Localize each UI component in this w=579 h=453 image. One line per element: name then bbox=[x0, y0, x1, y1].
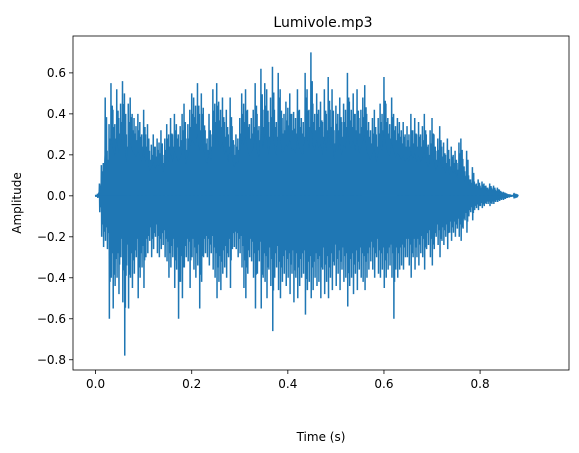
y-tick-label: −0.8 bbox=[37, 353, 66, 367]
y-tick-label: 0.0 bbox=[47, 189, 66, 203]
y-tick-label: 0.2 bbox=[47, 148, 66, 162]
x-axis-label: Time (s) bbox=[296, 430, 346, 444]
series-layer bbox=[94, 52, 519, 356]
x-tick-label: 0.4 bbox=[278, 377, 297, 391]
plot-frame bbox=[72, 35, 570, 371]
x-tick-label: 0.0 bbox=[86, 377, 105, 391]
x-axis-ticks: 0.0 0.2 0.4 0.6 0.8 bbox=[86, 370, 490, 391]
y-tick-label: −0.2 bbox=[37, 230, 66, 244]
x-tick-label: 0.8 bbox=[471, 377, 490, 391]
y-axis-ticks: −0.8 −0.6 −0.4 −0.2 0.0 0.2 0.4 0.6 bbox=[37, 66, 73, 367]
y-axis-label: Amplitude bbox=[10, 172, 24, 234]
x-tick-label: 0.6 bbox=[374, 377, 393, 391]
chart-title: Lumivole.mp3 bbox=[273, 15, 372, 31]
y-tick-label: 0.6 bbox=[47, 66, 66, 80]
y-tick-label: −0.4 bbox=[37, 271, 66, 285]
x-tick-label: 0.2 bbox=[182, 377, 201, 391]
waveform-core-fill bbox=[95, 116, 517, 196]
y-tick-label: 0.4 bbox=[47, 107, 66, 121]
y-tick-label: −0.6 bbox=[37, 312, 66, 326]
